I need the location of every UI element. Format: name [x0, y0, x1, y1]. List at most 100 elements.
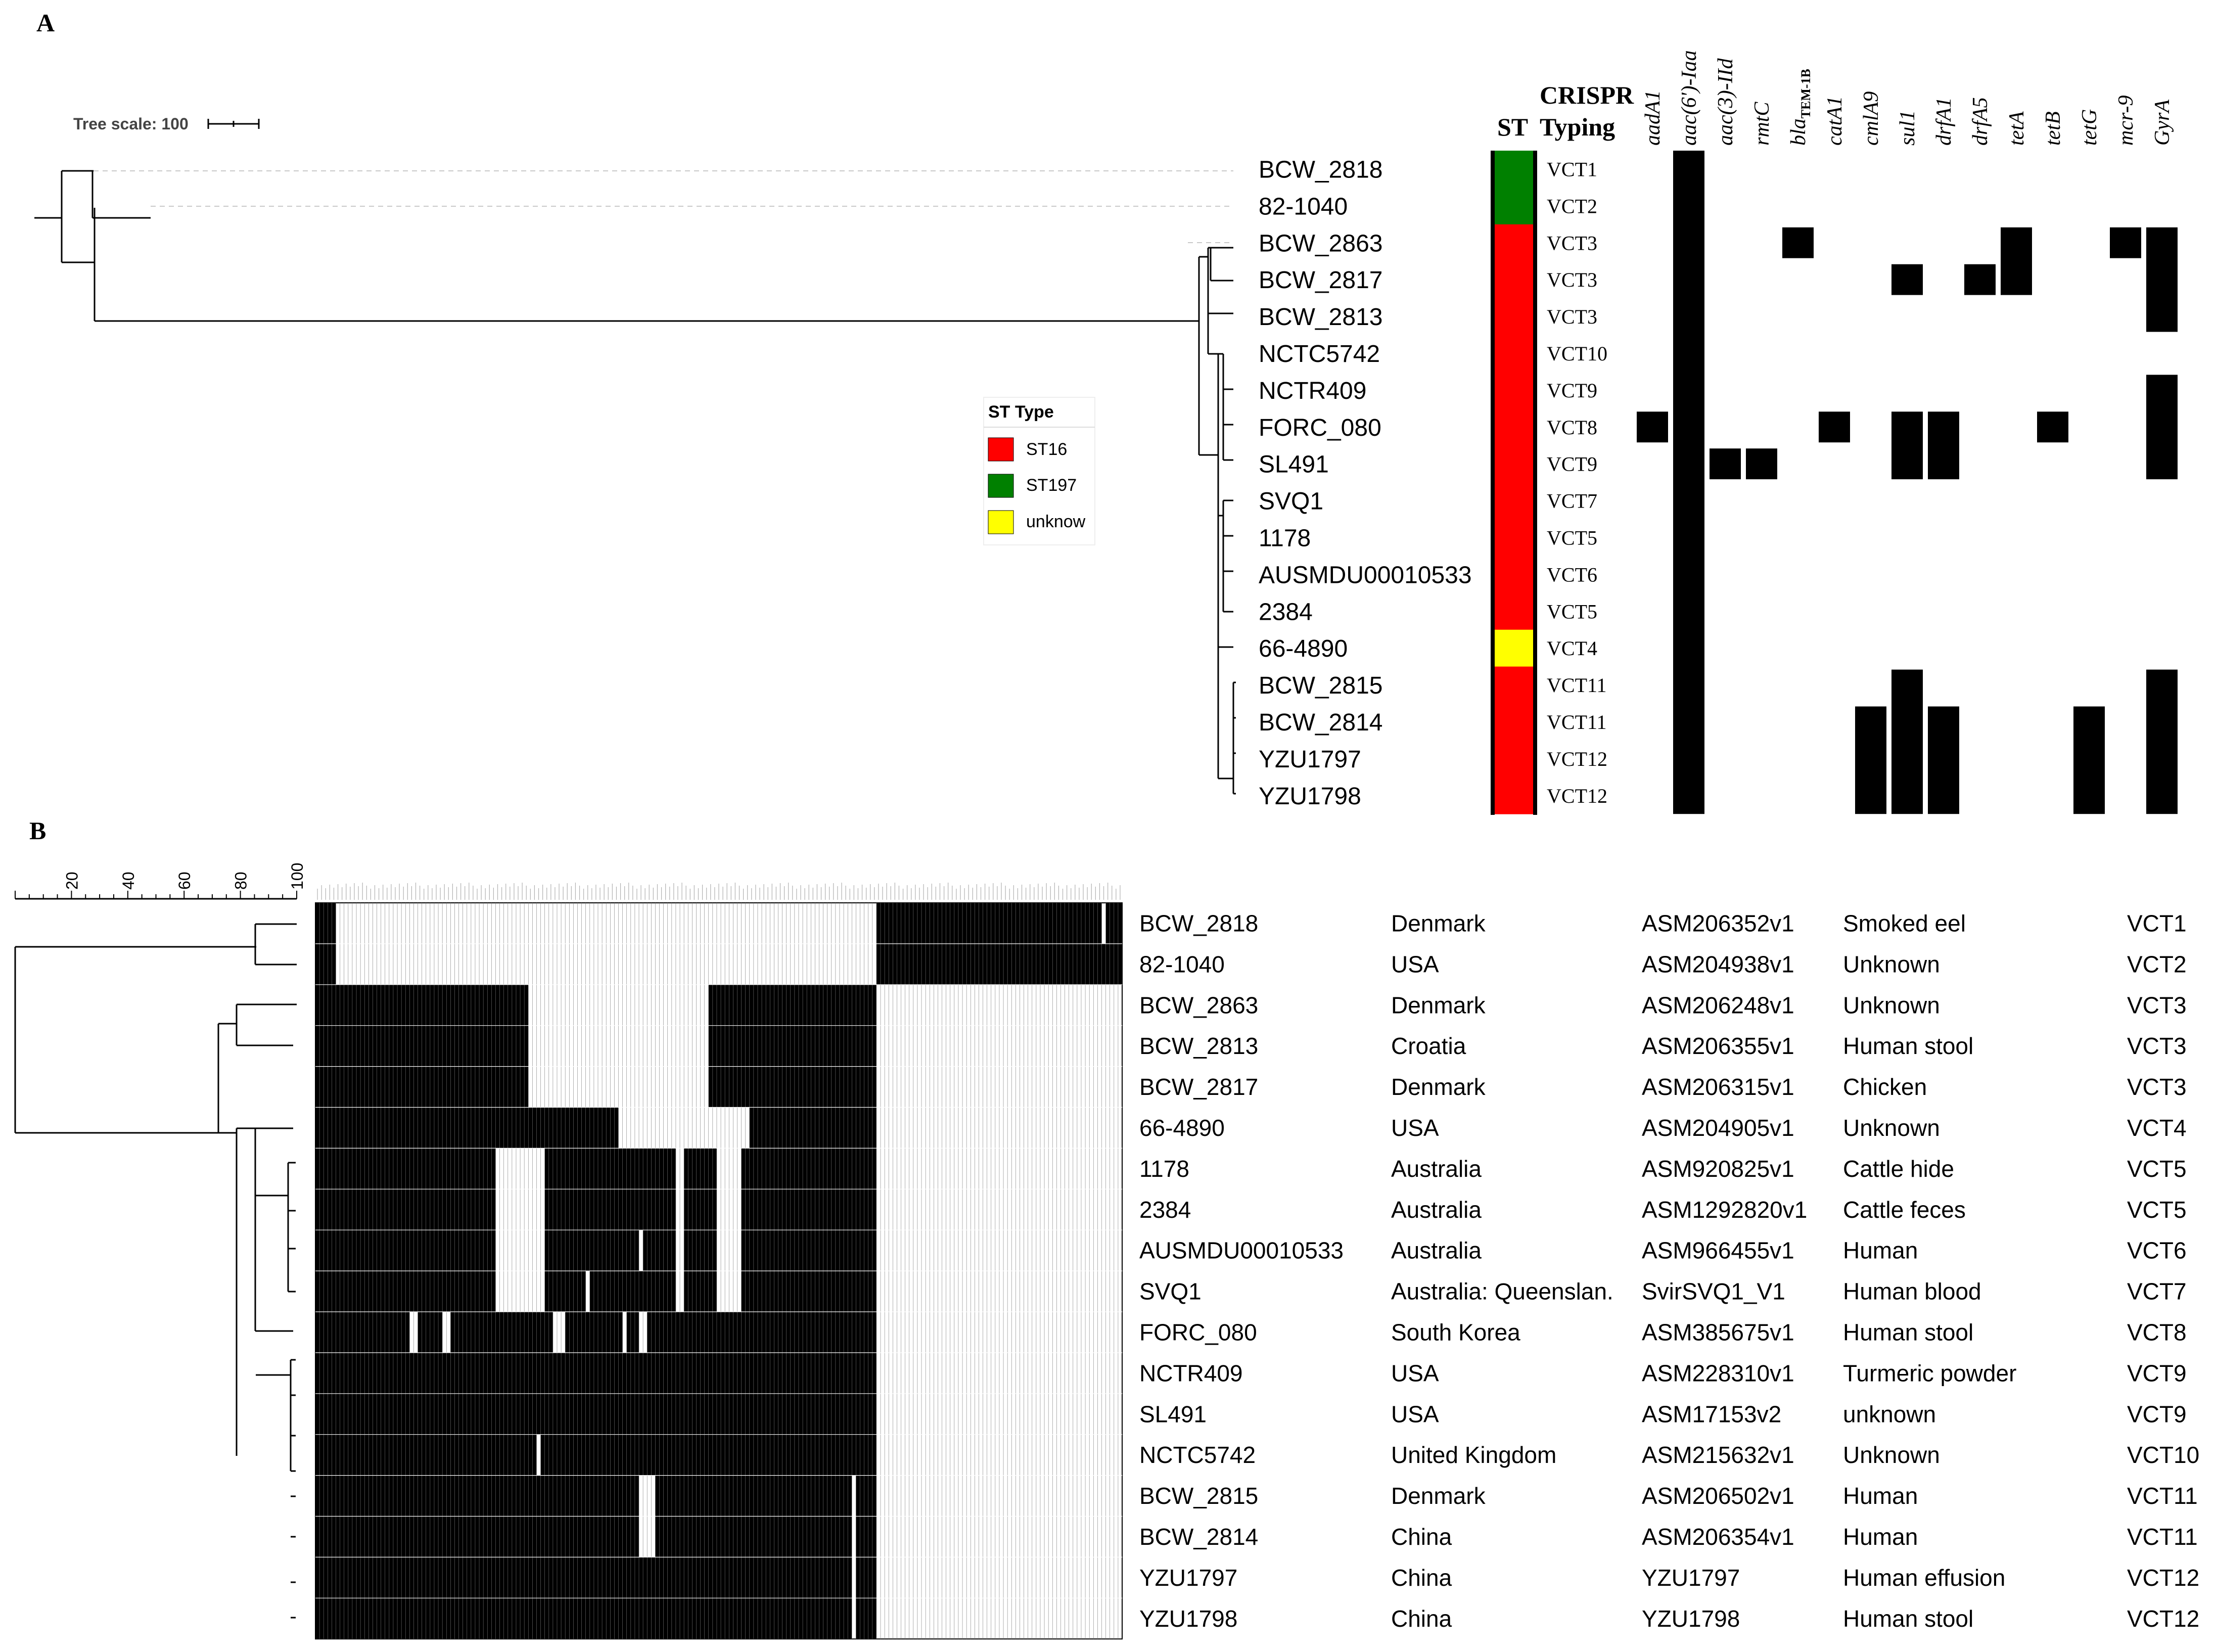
meta-country-cell: Australia — [1391, 1237, 1482, 1264]
gene-present-cell — [1673, 151, 1704, 814]
meta-crispr-cell: VCT9 — [2127, 1401, 2187, 1427]
meta-source-cell: Human stool — [1843, 1605, 1973, 1632]
spacer-present-run — [708, 1025, 876, 1067]
st-cell — [1493, 335, 1535, 372]
gene-header: sul1 — [1896, 110, 1919, 146]
crispr-type-label: VCT6 — [1547, 563, 1597, 586]
st-cell — [1493, 629, 1535, 667]
phylogenetic-tree-a — [34, 170, 1236, 795]
st-color-column — [1493, 151, 1535, 814]
meta-country-cell: Denmark — [1391, 910, 1486, 936]
st-cell — [1493, 482, 1535, 520]
scale-tick-label: 80 — [232, 871, 250, 890]
gene-header: blaTEM-1B — [1787, 69, 1813, 146]
gene-presence-heatmap — [1637, 151, 2178, 814]
spacer-present-run — [708, 1066, 876, 1108]
meta-strain-cell: BCW_2813 — [1139, 1033, 1258, 1059]
crispr-type-label: VCT3 — [1547, 305, 1597, 328]
gene-present-cell — [1891, 669, 1923, 814]
spacer-present-run — [626, 1312, 639, 1353]
spacer-present-run — [876, 903, 1077, 944]
crispr-type-label: VCT9 — [1547, 379, 1597, 402]
meta-crispr-cell: VCT5 — [2127, 1197, 2187, 1223]
st-cell — [1493, 556, 1535, 593]
strain-label-a: NCTC5742 — [1259, 341, 1380, 368]
gene-present-cell — [1928, 706, 1959, 814]
meta-assembly-cell: ASM920825v1 — [1642, 1156, 1794, 1182]
st-cell — [1493, 298, 1535, 335]
meta-crispr-cell: VCT8 — [2127, 1319, 2187, 1345]
meta-assembly-cell: ASM204938v1 — [1642, 951, 1794, 977]
gene-present-cell — [1782, 227, 1814, 258]
gene-header: aadA1 — [1641, 90, 1665, 146]
gene-present-cell — [1855, 706, 1886, 814]
meta-source-cell: Human effusion — [1843, 1565, 2005, 1591]
meta-country-cell: USA — [1391, 1401, 1439, 1427]
spacer-present-run — [315, 1475, 639, 1517]
meta-assembly-cell: ASM206352v1 — [1642, 910, 1794, 936]
legend-swatch-unknow — [988, 510, 1014, 534]
crispr-type-label: VCT12 — [1547, 748, 1607, 770]
meta-strain-cell: BCW_2818 — [1139, 910, 1258, 936]
gene-present-cell — [2146, 227, 2178, 332]
st-cell — [1493, 777, 1535, 814]
gene-present-cell — [1746, 448, 1777, 480]
scale-tick-label: 20 — [63, 871, 81, 890]
panel-b-letter: B — [29, 816, 46, 845]
meta-assembly-cell: ASM17153v2 — [1642, 1401, 1781, 1427]
tree-scale-bar — [207, 119, 260, 129]
meta-strain-cell: FORC_080 — [1139, 1319, 1257, 1345]
gene-header-bla-base: bla — [1787, 118, 1810, 146]
strain-label-a: BCW_2814 — [1259, 709, 1382, 736]
st-cell — [1493, 519, 1535, 557]
meta-strain-cell: SVQ1 — [1139, 1278, 1202, 1305]
spacer-present-run — [544, 1230, 639, 1271]
meta-strain-cell: 1178 — [1139, 1156, 1189, 1182]
gene-present-cell — [1819, 411, 1850, 443]
strain-label-a: NCTR409 — [1259, 378, 1366, 404]
gene-present-cell — [1710, 448, 1741, 480]
spacer-present-run — [315, 943, 328, 985]
crispr-type-label: VCT12 — [1547, 785, 1607, 807]
meta-crispr-cell: VCT4 — [2127, 1115, 2187, 1141]
st-cell — [1493, 187, 1535, 225]
spacer-present-run — [741, 1271, 876, 1312]
st-cell — [1493, 666, 1535, 704]
gene-present-cell — [2001, 227, 2032, 295]
st-cell — [1493, 224, 1535, 262]
meta-source-cell: Human stool — [1843, 1033, 1973, 1059]
meta-crispr-cell: VCT1 — [2127, 910, 2187, 936]
meta-strain-cell: BCW_2814 — [1139, 1524, 1258, 1550]
gene-header: aac(3)-IId — [1714, 58, 1737, 146]
meta-assembly-cell: ASM385675v1 — [1642, 1319, 1794, 1345]
gene-present-cell — [1928, 411, 1959, 480]
spacer-present-run — [315, 1557, 852, 1598]
gene-header: catA1 — [1823, 96, 1846, 146]
spacer-present-run — [315, 1598, 852, 1639]
strain-label-a: FORC_080 — [1259, 415, 1381, 441]
gene-present-cell — [1637, 411, 1668, 443]
meta-crispr-cell: VCT11 — [2127, 1524, 2198, 1550]
panel-a-letter: A — [36, 9, 55, 37]
gene-present-cell — [1891, 264, 1923, 295]
spacer-present-run — [856, 1557, 876, 1598]
meta-strain-cell: 2384 — [1139, 1197, 1191, 1223]
gene-header: tetB — [2042, 111, 2065, 146]
meta-assembly-cell: ASM206248v1 — [1642, 992, 1794, 1018]
meta-country-cell: USA — [1391, 1360, 1439, 1386]
dendrogram-b — [14, 923, 297, 1619]
st-cell — [1493, 408, 1535, 446]
spacer-present-run — [741, 1230, 876, 1271]
meta-strain-cell: 66-4890 — [1139, 1115, 1225, 1141]
meta-crispr-cell: VCT10 — [2127, 1442, 2199, 1468]
crispr-type-label: VCT3 — [1547, 232, 1597, 254]
strain-label-a: YZU1797 — [1259, 746, 1361, 773]
meta-country-cell: USA — [1391, 951, 1439, 977]
gene-header: aac(6')-Iaa — [1678, 50, 1701, 146]
meta-crispr-cell: VCT9 — [2127, 1360, 2187, 1386]
meta-assembly-cell: ASM228310v1 — [1642, 1360, 1794, 1386]
strain-label-a: BCW_2817 — [1259, 267, 1382, 294]
meta-strain-cell: 82-1040 — [1139, 951, 1225, 977]
meta-strain-cell: YZU1798 — [1139, 1605, 1237, 1632]
